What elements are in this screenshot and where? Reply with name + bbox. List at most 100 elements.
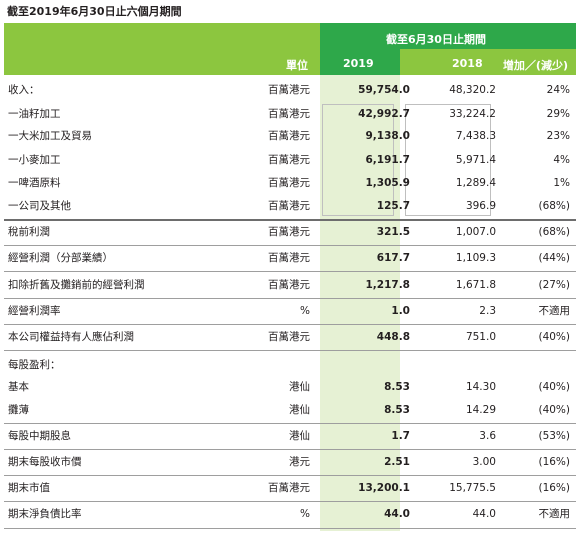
row-value-2019: 1,305.9 bbox=[365, 177, 410, 189]
row-label: 期末市值 bbox=[8, 482, 50, 494]
row-unit: 百萬港元 bbox=[268, 130, 310, 142]
row-change: 23% bbox=[546, 130, 570, 142]
separator bbox=[4, 298, 576, 299]
table-caption: 截至2019年6月30日止六個月期間 bbox=[7, 5, 182, 18]
row-label: 收入： bbox=[8, 84, 40, 96]
revenue-2019-box bbox=[322, 104, 394, 216]
row-change: (16%) bbox=[538, 456, 570, 468]
row-change: (40%) bbox=[538, 381, 570, 393]
row-value-2018: 48,320.2 bbox=[449, 84, 496, 96]
row-value-2019: 617.7 bbox=[376, 252, 410, 264]
separator bbox=[4, 423, 576, 424]
row-value-2018: 5,971.4 bbox=[455, 154, 496, 166]
row-change: 不適用 bbox=[538, 305, 571, 317]
row-value-2018: 7,438.3 bbox=[455, 130, 496, 142]
row-unit: 港仙 bbox=[289, 404, 310, 416]
row-value-2019: 8.53 bbox=[384, 404, 410, 416]
separator bbox=[4, 324, 576, 325]
row-change: 24% bbox=[546, 84, 570, 96]
separator bbox=[4, 475, 576, 476]
separator bbox=[4, 245, 576, 246]
row-unit: 百萬港元 bbox=[268, 252, 310, 264]
row-value-2018: 33,224.2 bbox=[449, 108, 496, 120]
row-value-2019: 2.51 bbox=[384, 456, 410, 468]
row-change: 4% bbox=[553, 154, 570, 166]
year-2019-header-cell bbox=[320, 49, 400, 75]
row-unit: 百萬港元 bbox=[268, 200, 310, 212]
row-value-2018: 751.0 bbox=[465, 331, 496, 343]
row-label: 攤薄 bbox=[8, 404, 29, 416]
row-change: (53%) bbox=[538, 430, 570, 442]
row-unit: 百萬港元 bbox=[268, 177, 310, 189]
row-unit: 百萬港元 bbox=[268, 154, 310, 166]
separator bbox=[4, 271, 576, 272]
row-unit: 百萬港元 bbox=[268, 482, 310, 494]
row-change: (16%) bbox=[538, 482, 570, 494]
separator bbox=[4, 449, 576, 450]
row-value-2018: 3.00 bbox=[472, 456, 496, 468]
row-label: 本公司權益持有人應佔利潤 bbox=[8, 331, 134, 343]
row-change: 不適用 bbox=[538, 508, 571, 520]
row-value-2018: 1,289.4 bbox=[455, 177, 496, 189]
row-label: 經營利潤率 bbox=[8, 305, 61, 317]
separator bbox=[4, 219, 576, 221]
row-value-2019: 6,191.7 bbox=[365, 154, 410, 166]
row-label: 經營利潤（分部業績） bbox=[8, 252, 113, 264]
row-unit: 百萬港元 bbox=[268, 226, 310, 238]
row-change: (40%) bbox=[538, 404, 570, 416]
row-change: 1% bbox=[553, 177, 570, 189]
row-label: 期末淨負債比率 bbox=[8, 508, 82, 520]
year-2018-header: 2018 bbox=[452, 57, 483, 70]
separator bbox=[4, 528, 576, 529]
row-value-2018: 3.6 bbox=[479, 430, 496, 442]
revenue-2018-box bbox=[405, 104, 491, 216]
row-value-2018: 1,671.8 bbox=[455, 279, 496, 291]
row-unit: 百萬港元 bbox=[268, 331, 310, 343]
row-value-2018: 2.3 bbox=[479, 305, 496, 317]
period-header-band bbox=[320, 23, 576, 49]
row-value-2019: 59,754.0 bbox=[358, 84, 410, 96]
row-value-2018: 1,109.3 bbox=[455, 252, 496, 264]
row-unit: 百萬港元 bbox=[268, 84, 310, 96]
unit-header: 單位 bbox=[286, 59, 308, 72]
row-value-2019: 1.7 bbox=[391, 430, 410, 442]
row-value-2019: 44.0 bbox=[384, 508, 410, 520]
row-value-2018: 44.0 bbox=[472, 508, 496, 520]
row-value-2018: 14.29 bbox=[465, 404, 496, 416]
separator bbox=[4, 501, 576, 502]
row-change: (68%) bbox=[538, 226, 570, 238]
row-unit: 港仙 bbox=[289, 381, 310, 393]
row-label: 期末每股收市價 bbox=[8, 456, 82, 468]
row-unit: 港元 bbox=[289, 456, 310, 468]
row-value-2019: 8.53 bbox=[384, 381, 410, 393]
row-unit: 百萬港元 bbox=[268, 108, 310, 120]
row-change: 29% bbox=[546, 108, 570, 120]
row-label: 每股中期股息 bbox=[8, 430, 71, 442]
column-2019-highlight bbox=[320, 75, 400, 531]
row-value-2018: 1,007.0 bbox=[455, 226, 496, 238]
row-label: 一大米加工及貿易 bbox=[8, 130, 92, 142]
year-2019-header: 2019 bbox=[343, 57, 374, 70]
row-change: (68%) bbox=[538, 200, 570, 212]
separator bbox=[4, 350, 576, 351]
row-value-2019: 448.8 bbox=[376, 331, 410, 343]
row-change: (44%) bbox=[538, 252, 570, 264]
row-change: (40%) bbox=[538, 331, 570, 343]
row-value-2018: 396.9 bbox=[465, 200, 496, 212]
row-label: 一油籽加工 bbox=[8, 108, 61, 120]
row-value-2019: 13,200.1 bbox=[358, 482, 410, 494]
row-unit: 百萬港元 bbox=[268, 279, 310, 291]
row-unit: 港仙 bbox=[289, 430, 310, 442]
row-label: 一小麥加工 bbox=[8, 154, 61, 166]
row-label: 一啤酒原料 bbox=[8, 177, 61, 189]
row-value-2018: 14.30 bbox=[465, 381, 496, 393]
row-change: (27%) bbox=[538, 279, 570, 291]
period-header: 截至6月30日止期間 bbox=[386, 33, 486, 46]
row-unit: % bbox=[300, 508, 310, 520]
row-label: 每股盈利： bbox=[8, 359, 61, 371]
row-value-2019: 42,992.7 bbox=[358, 108, 410, 120]
row-label: 稅前利潤 bbox=[8, 226, 50, 238]
row-value-2018: 15,775.5 bbox=[449, 482, 496, 494]
row-unit: % bbox=[300, 305, 310, 317]
row-label: 基本 bbox=[8, 381, 29, 393]
